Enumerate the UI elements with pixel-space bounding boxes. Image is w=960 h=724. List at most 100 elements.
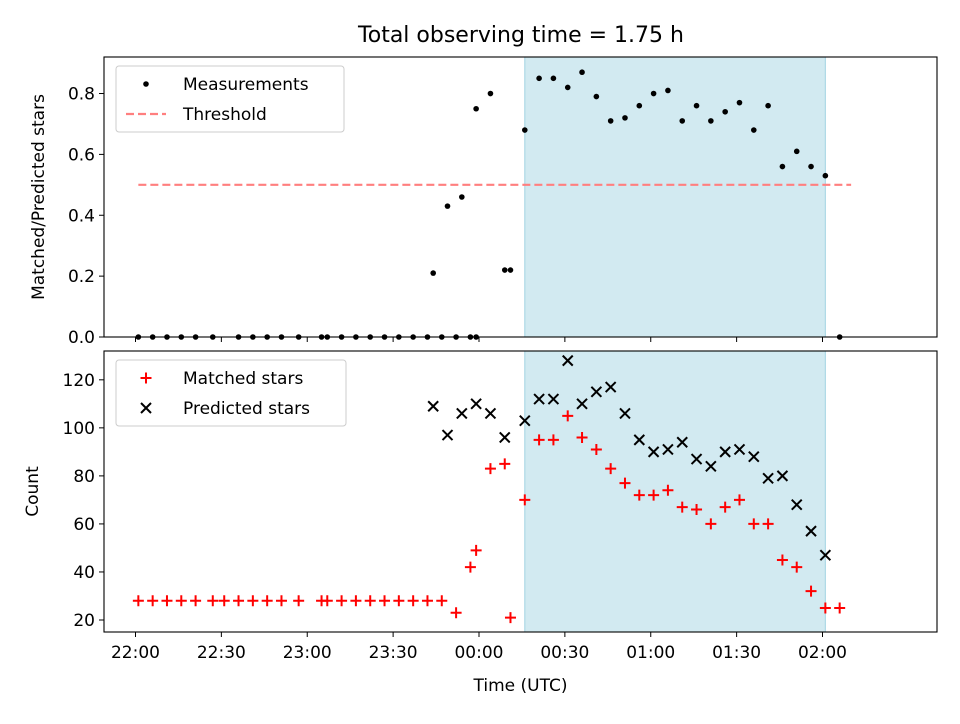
matched-star-point: [733, 494, 745, 506]
matched-star-point: [676, 501, 688, 513]
matched-star-point: [275, 595, 287, 607]
x-tick-label: 01:00: [626, 643, 675, 663]
legend-label: Matched stars: [183, 369, 303, 389]
legend-marker-predicted: [140, 402, 152, 414]
predicted-star-point: [762, 472, 774, 484]
x-tick-label: 00:30: [540, 643, 589, 663]
matched-star-point: [132, 595, 144, 607]
measurement-point: [550, 75, 557, 82]
y-tick-label: 60: [73, 515, 95, 535]
legend-box: [115, 359, 347, 427]
measurement-point: [708, 118, 714, 124]
matched-star-point: [407, 595, 419, 607]
measurement-point: [473, 105, 479, 112]
matched-star-point: [261, 595, 273, 607]
y-tick-label: 40: [73, 563, 95, 583]
measurement-point: [487, 90, 494, 97]
matched-star-point: [705, 518, 717, 530]
predicted-star-point: [791, 499, 803, 511]
predicted-star-point: [705, 460, 717, 472]
measurement-point: [779, 163, 786, 170]
legend-marker-matched: [140, 372, 152, 384]
matched-star-point: [576, 431, 588, 443]
measurement-point: [765, 102, 771, 109]
matched-star-point: [590, 443, 602, 455]
legend-label: Predicted stars: [183, 399, 310, 419]
x-tick-label: 22:30: [197, 643, 246, 663]
measurement-point: [793, 148, 800, 155]
matched-star-point: [776, 554, 788, 566]
predicted-star-point: [470, 398, 482, 410]
matched-star-point: [605, 463, 617, 475]
predicted-star-point: [690, 453, 703, 465]
y-axis-label: Count: [23, 466, 43, 517]
measurement-point: [622, 115, 628, 121]
matched-star-point: [504, 612, 516, 624]
measurement-point: [430, 270, 436, 276]
matched-star-point: [805, 585, 817, 597]
y-tick-label: 0.0: [68, 328, 95, 348]
predicted-star-point: [456, 407, 468, 420]
matched-star-point: [336, 595, 348, 607]
predicted-star-point: [676, 436, 688, 448]
matched-star-point: [562, 410, 574, 422]
legend-label: Threshold: [182, 105, 267, 125]
predicted-star-point: [484, 407, 497, 420]
predicted-star-point: [441, 429, 454, 441]
matched-star-point: [207, 595, 219, 607]
matched-star-point: [791, 561, 803, 573]
matched-star-point: [633, 489, 645, 501]
matched-star-point: [175, 595, 187, 607]
measurement-point: [564, 84, 571, 91]
x-tick-label: 22:00: [111, 643, 160, 663]
y-tick-label: 0.4: [68, 206, 95, 226]
matched-star-point: [233, 595, 245, 607]
matched-star-point: [247, 595, 259, 607]
matched-star-point: [762, 518, 774, 530]
matched-star-point: [293, 595, 305, 607]
measurement-point: [750, 127, 757, 133]
measurement-point: [444, 203, 451, 209]
matched-star-point: [519, 494, 531, 506]
shaded-span: [524, 351, 826, 632]
measurement-point: [808, 163, 814, 170]
measurement-point: [693, 102, 700, 109]
predicted-star-point: [562, 354, 574, 367]
measurement-point: [607, 118, 614, 124]
predicted-star-point: [633, 434, 646, 446]
predicted-star-point: [604, 381, 617, 393]
predicted-star-point: [776, 470, 789, 482]
matched-star-point: [161, 595, 173, 607]
matched-star-point: [350, 595, 362, 607]
matched-star-point: [748, 518, 760, 530]
measurement-point: [679, 118, 686, 124]
measurement-point: [501, 267, 508, 273]
predicted-star-point: [733, 443, 746, 456]
y-axis-label: Matched/Predicted stars: [29, 94, 49, 300]
y-tick-label: 120: [63, 371, 95, 391]
y-tick-label: 0.8: [68, 85, 95, 105]
predicted-star-point: [662, 443, 674, 456]
predicted-star-point: [819, 549, 832, 561]
y-tick-label: 0.6: [68, 145, 95, 165]
matched-star-point: [379, 595, 391, 607]
measurement-point: [521, 127, 528, 133]
measurement-point: [736, 99, 743, 106]
measurement-point: [636, 102, 643, 109]
predicted-star-point: [427, 400, 439, 412]
legend: Matched stars Predicted stars: [115, 359, 347, 427]
matched-star-point: [691, 504, 703, 516]
x-tick-label: 23:00: [283, 643, 332, 663]
matched-star-point: [834, 602, 846, 614]
measurement-point: [822, 172, 829, 179]
top-panel: 0.0 0.2 0.4 0.6 0.8 Matched/Predicted stars Me…: [29, 56, 938, 348]
y-tick-label: 100: [63, 419, 95, 439]
matched-star-point: [619, 477, 631, 489]
measurement-point: [579, 69, 585, 76]
predicted-star-point: [748, 450, 760, 463]
measurement-point: [593, 93, 600, 100]
matched-star-point: [147, 595, 159, 607]
bottom-panel: 20 40 60 80 100 120 22:00 22:30 23:00 23:30 00:00 0…: [23, 350, 938, 696]
matched-star-point: [819, 602, 831, 614]
